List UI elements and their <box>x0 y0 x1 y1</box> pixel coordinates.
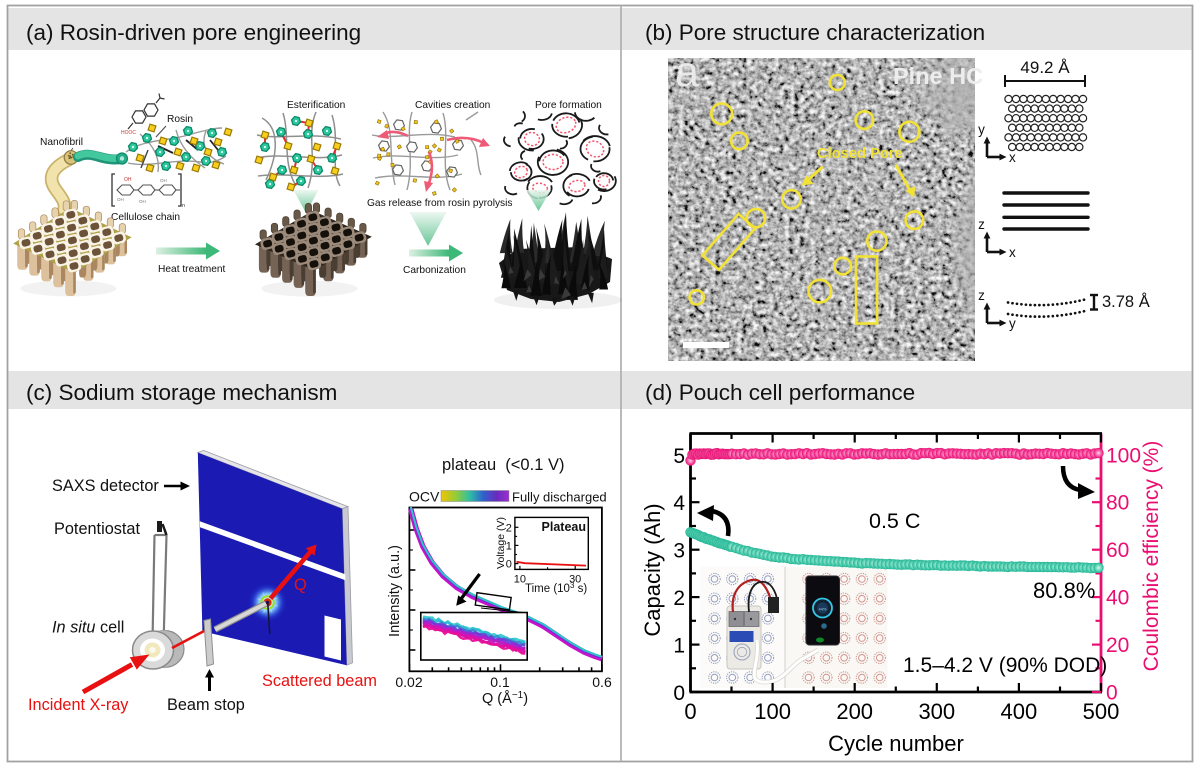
svg-text:Rosin: Rosin <box>167 114 193 125</box>
svg-text:HOOC: HOOC <box>121 130 136 136</box>
svg-text:Q: Q <box>294 576 307 594</box>
svg-text:0: 0 <box>684 699 696 724</box>
svg-text:5: 5 <box>673 445 685 468</box>
svg-text:Incident X-ray: Incident X-ray <box>28 696 129 714</box>
svg-text:plateau (<0.1 V): plateau (<0.1 V) <box>442 456 564 474</box>
svg-text:x: x <box>1009 245 1016 260</box>
svg-text:0.5 C: 0.5 C <box>869 509 920 533</box>
svg-text:Time (103 s): Time (103 s) <box>525 581 587 596</box>
svg-text:Cycle number: Cycle number <box>828 731 964 756</box>
svg-text:Scattered beam: Scattered beam <box>262 672 377 690</box>
svg-text:OH: OH <box>117 197 124 202</box>
svg-text:(b) Pore structure characteriz: (b) Pore structure characterization <box>645 20 985 45</box>
svg-text:0.1: 0.1 <box>490 674 510 690</box>
svg-text:40: 40 <box>1106 587 1129 610</box>
svg-text:400: 400 <box>1001 699 1038 724</box>
svg-text:Capacity (Ah): Capacity (Ah) <box>640 503 665 636</box>
svg-text:In situ cell: In situ cell <box>52 619 124 637</box>
svg-text:500: 500 <box>1083 699 1120 724</box>
svg-text:80: 80 <box>1106 492 1129 515</box>
svg-text:3.78 Å: 3.78 Å <box>1102 292 1150 311</box>
svg-text:Potentiostat: Potentiostat <box>54 520 140 538</box>
svg-text:Gas release from rosin pyrolys: Gas release from rosin pyrolysis <box>367 198 513 209</box>
svg-text:1: 1 <box>673 635 685 658</box>
svg-text:OH: OH <box>124 177 132 183</box>
svg-text:Fully discharged: Fully discharged <box>512 490 607 505</box>
svg-text:0: 0 <box>1106 682 1118 705</box>
svg-text:4: 4 <box>673 492 685 515</box>
svg-text:OH: OH <box>160 178 167 183</box>
svg-text:30: 30 <box>569 573 581 585</box>
svg-text:0.02: 0.02 <box>395 674 422 690</box>
svg-text:SAXS detector: SAXS detector <box>52 477 159 495</box>
svg-text:Voltage (V): Voltage (V) <box>495 517 507 569</box>
svg-text:Nanofibril: Nanofibril <box>40 137 83 148</box>
svg-text:44%: 44% <box>818 607 826 612</box>
svg-text:Cavities creation: Cavities creation <box>415 100 490 111</box>
svg-text:(d) Pouch cell performance: (d) Pouch cell performance <box>645 380 915 405</box>
svg-text:a: a <box>675 48 699 96</box>
svg-text:Beam stop: Beam stop <box>167 696 245 714</box>
svg-text:100: 100 <box>754 699 791 724</box>
svg-text:(c) Sodium storage mechanism: (c) Sodium storage mechanism <box>26 380 337 405</box>
svg-text:1: 1 <box>506 540 512 552</box>
svg-text:200: 200 <box>836 699 873 724</box>
svg-text:(a) Rosin-driven pore engineer: (a) Rosin-driven pore engineering <box>26 20 361 45</box>
svg-text:OCV: OCV <box>409 489 440 505</box>
svg-text:80.8%: 80.8% <box>1033 578 1095 603</box>
svg-text:Coulombic efficiency (%): Coulombic efficiency (%) <box>1140 441 1163 672</box>
svg-text:Pine HC: Pine HC <box>893 63 983 89</box>
svg-text:Esterification: Esterification <box>287 100 345 111</box>
svg-text:Cellulose chain: Cellulose chain <box>111 212 180 223</box>
svg-text:n: n <box>182 203 185 209</box>
svg-text:0: 0 <box>673 682 685 705</box>
svg-text:x: x <box>1009 150 1016 165</box>
svg-text:Plateau: Plateau <box>542 520 586 534</box>
svg-text:2: 2 <box>506 522 512 534</box>
svg-text:Heat treatment: Heat treatment <box>158 264 226 275</box>
svg-text:1.5–4.2 V (90% DOD): 1.5–4.2 V (90% DOD) <box>903 654 1107 677</box>
svg-text:Intensity (a.u.): Intensity (a.u.) <box>387 545 403 637</box>
svg-text:2: 2 <box>673 587 685 610</box>
svg-text:Pore formation: Pore formation <box>535 100 602 111</box>
svg-text:Closed Pore: Closed Pore <box>817 146 903 162</box>
svg-text:y: y <box>978 122 985 137</box>
svg-text:Carbonization: Carbonization <box>403 265 466 276</box>
svg-text:20: 20 <box>1106 634 1129 657</box>
svg-text:60: 60 <box>1106 539 1129 562</box>
svg-text:y: y <box>1009 316 1016 331</box>
svg-text:3: 3 <box>673 540 685 563</box>
svg-text:0: 0 <box>506 559 512 571</box>
svg-text:49.2 Å: 49.2 Å <box>1020 58 1070 77</box>
svg-text:10: 10 <box>514 573 526 585</box>
svg-text:z: z <box>978 217 985 232</box>
svg-text:300: 300 <box>918 699 955 724</box>
svg-text:z: z <box>978 288 985 303</box>
svg-text:OH: OH <box>139 199 146 204</box>
svg-text:100: 100 <box>1106 444 1141 467</box>
svg-text:0.6: 0.6 <box>592 674 612 690</box>
